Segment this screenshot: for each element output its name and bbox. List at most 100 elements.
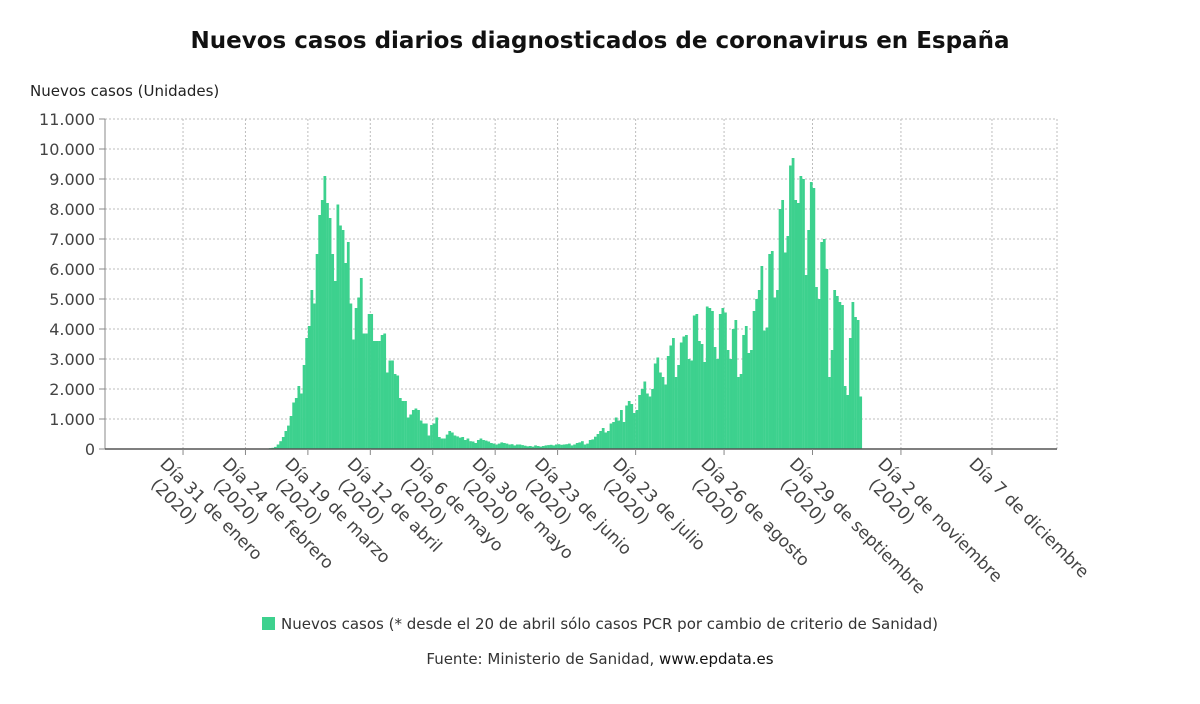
bar	[789, 165, 792, 449]
bar	[856, 320, 860, 449]
bar	[838, 302, 842, 449]
y-tick-label: 8.000	[49, 200, 95, 219]
bar	[700, 344, 704, 449]
bar	[510, 444, 514, 449]
bar	[461, 437, 465, 449]
bar	[320, 200, 324, 449]
bar	[768, 254, 772, 449]
bar	[622, 422, 626, 449]
bar	[760, 266, 764, 449]
bar	[604, 432, 608, 449]
legend-swatch	[262, 617, 276, 630]
bar	[417, 410, 420, 449]
y-tick-label: 10.000	[39, 140, 95, 159]
x-tick-label: Día 23 de julio(2020)	[593, 454, 709, 570]
bar	[541, 446, 545, 449]
legend-label: Nuevos casos (* desde el 20 de abril sól…	[281, 615, 938, 633]
bar	[682, 336, 686, 449]
bar	[635, 410, 639, 449]
bar	[794, 200, 798, 449]
bar	[352, 339, 355, 449]
bar	[287, 425, 290, 449]
bar	[528, 446, 532, 449]
bar	[292, 402, 296, 449]
bar	[515, 444, 519, 449]
bar	[705, 306, 709, 449]
bar	[401, 401, 405, 449]
bar	[677, 365, 680, 449]
bar	[450, 432, 454, 449]
bar	[846, 395, 850, 449]
bar	[378, 341, 381, 449]
bar	[770, 251, 774, 449]
bar	[562, 444, 566, 449]
bar	[448, 431, 452, 449]
bar	[375, 341, 379, 449]
bar	[570, 445, 574, 449]
y-axis-label: Nuevos casos (Unidades)	[30, 82, 220, 100]
bar	[443, 438, 446, 449]
bar	[646, 393, 649, 449]
bar	[513, 445, 517, 449]
bar	[495, 444, 498, 449]
bar	[591, 439, 595, 449]
bar	[344, 263, 348, 449]
bar	[284, 431, 288, 449]
bar	[607, 431, 610, 449]
bar	[692, 315, 696, 449]
source-link[interactable]: www.epdata.es	[659, 650, 774, 668]
bar	[279, 441, 283, 449]
bar	[731, 329, 735, 449]
bar	[778, 209, 782, 449]
x-tick-text: Día 23 de julio(2020)	[593, 454, 709, 570]
bar	[336, 204, 340, 449]
bar	[596, 434, 600, 449]
bar	[424, 423, 428, 449]
bar	[825, 269, 829, 449]
bar	[422, 423, 426, 449]
bar	[476, 440, 480, 449]
bar	[552, 445, 556, 449]
bar	[802, 179, 805, 449]
bar	[669, 345, 673, 449]
bar	[737, 377, 740, 449]
bar	[781, 200, 785, 449]
bar	[357, 297, 361, 449]
bar	[807, 230, 811, 449]
bar	[404, 401, 407, 449]
bar	[362, 333, 366, 449]
bar	[653, 363, 657, 449]
bar	[365, 333, 368, 449]
bar	[625, 405, 628, 449]
bar	[539, 446, 543, 449]
bar	[573, 444, 576, 449]
bar	[633, 413, 636, 449]
bar	[305, 338, 309, 449]
bar	[487, 441, 491, 449]
bar	[534, 445, 537, 449]
bar	[341, 230, 345, 449]
bar	[409, 414, 413, 449]
bar	[313, 303, 316, 449]
bar	[817, 299, 821, 449]
legend[interactable]: Nuevos casos (* desde el 20 de abril sól…	[0, 615, 1200, 633]
bar	[612, 422, 615, 449]
bar	[302, 365, 306, 449]
bar	[370, 314, 374, 449]
bar	[716, 359, 720, 449]
bar	[713, 347, 717, 449]
bar	[627, 401, 631, 449]
bar	[835, 296, 839, 449]
bar	[554, 444, 558, 449]
bar	[588, 440, 592, 449]
bar	[310, 290, 314, 449]
bar	[432, 423, 436, 449]
bar	[354, 308, 358, 449]
bar	[786, 236, 790, 449]
bar	[349, 303, 353, 449]
bar	[742, 335, 746, 449]
bar	[315, 254, 319, 449]
bar	[718, 314, 722, 449]
bar	[765, 327, 769, 449]
